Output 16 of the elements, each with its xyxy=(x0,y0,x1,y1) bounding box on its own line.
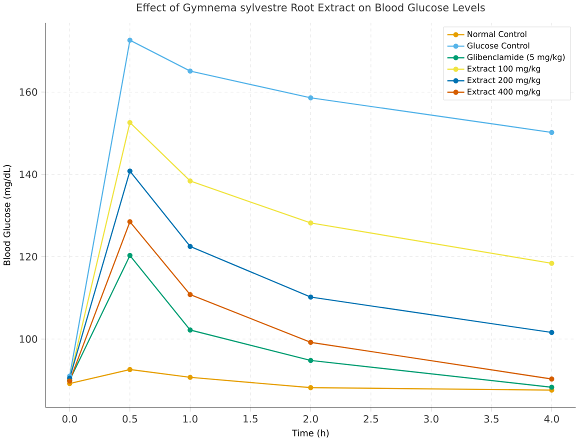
y-axis-title: Blood Glucose (mg/dL) xyxy=(3,165,12,266)
y-tick-label: 160 xyxy=(20,88,38,96)
x-axis-title: Time (h) xyxy=(292,430,329,438)
x-tick-label: 3.0 xyxy=(424,415,438,423)
x-tick-label: 0.0 xyxy=(62,415,77,423)
x-tick-label: 1.0 xyxy=(183,415,198,423)
y-tick-label: 140 xyxy=(20,170,38,178)
x-tick-label: 1.5 xyxy=(244,415,258,423)
chart-title: Effect of Gymnema sylvestre Root Extract on Blood Glucose Levels xyxy=(137,3,485,14)
x-tick-label: 2.5 xyxy=(364,415,378,423)
x-tick-label: 4.0 xyxy=(544,415,559,423)
y-tick-label: 120 xyxy=(20,253,38,261)
x-tick-label: 3.5 xyxy=(484,415,498,423)
y-tick-label: 100 xyxy=(20,335,38,343)
x-tick-label: 0.5 xyxy=(122,415,137,423)
x-tick-label: 2.0 xyxy=(304,415,318,423)
